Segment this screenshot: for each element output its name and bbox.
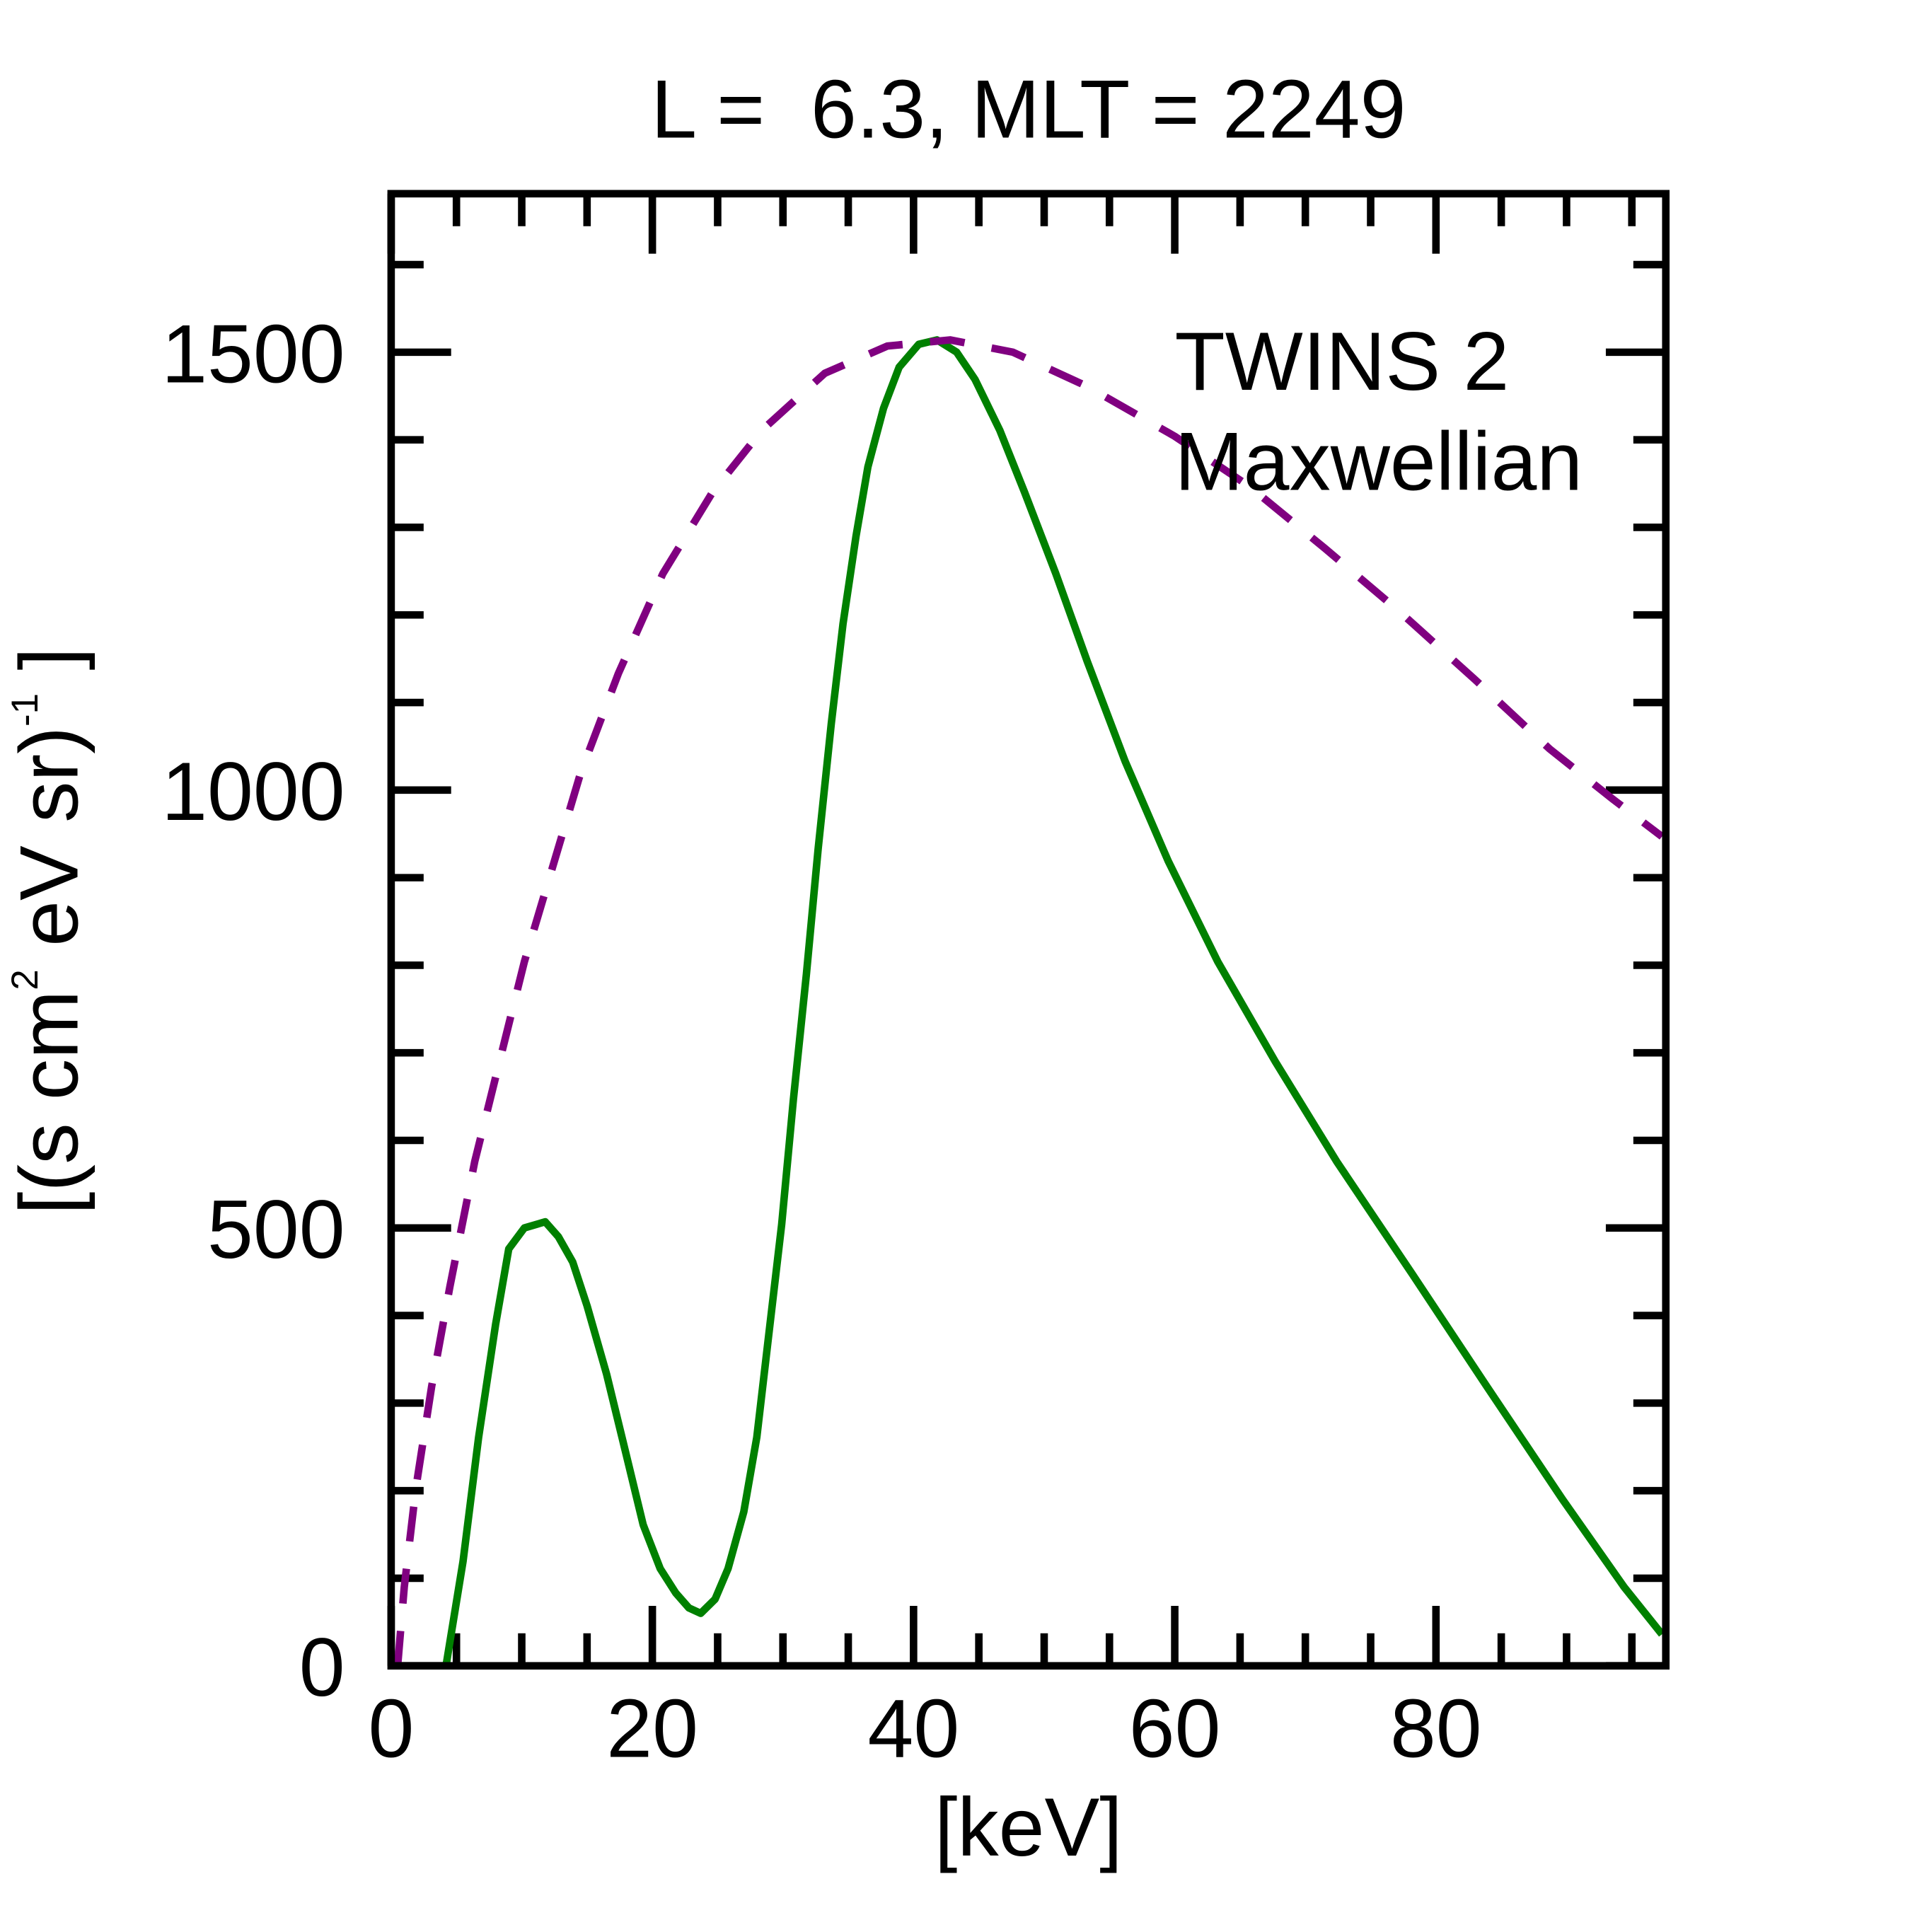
x-tick-label: 40: [868, 1682, 960, 1775]
legend-entry-twins2: TWINS 2: [1175, 315, 1510, 407]
x-tick-label: 0: [368, 1682, 414, 1775]
y-tick-label: 0: [299, 1621, 345, 1713]
chart-title: L = 6.3, MLT = 2249: [651, 62, 1406, 155]
tick-labels: 0 20 40 60 80 0 500 1000 1500: [161, 307, 1481, 1774]
x-axis-label: [keV]: [935, 1781, 1123, 1873]
y-label-superscript: -1: [4, 693, 46, 727]
plot-series: [393, 336, 1665, 1667]
series-line-maxwellian: [393, 336, 1665, 1667]
y-tick-label: 500: [207, 1183, 345, 1276]
x-tick-label: 80: [1390, 1682, 1482, 1775]
y-label-part: ]: [3, 647, 96, 693]
x-tick-label: 60: [1129, 1682, 1221, 1775]
series-line-twins2: [442, 336, 1665, 1667]
y-axis-label: [(s cm2 eV sr)-1 ]: [3, 647, 96, 1215]
y-tick-label: 1500: [161, 307, 345, 400]
y-tick-label: 1000: [161, 745, 345, 838]
plot-frame: [387, 190, 1670, 1670]
legend-entry-maxwellian: Maxwellian: [1175, 415, 1583, 507]
x-tick-label: 20: [606, 1682, 698, 1775]
axis-ticks: [387, 193, 1666, 1670]
y-label-superscript: 2: [4, 969, 46, 990]
y-label-part: [(s cm: [3, 990, 96, 1215]
y-label-part: eV sr): [3, 727, 96, 969]
